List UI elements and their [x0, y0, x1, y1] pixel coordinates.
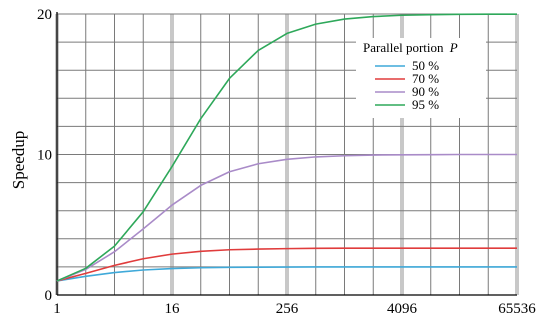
- series-line: [56, 13, 517, 282]
- legend-title-text: Parallel portion: [363, 40, 444, 55]
- legend-entry-label: 90 %: [412, 84, 439, 99]
- chart-series: [56, 13, 517, 282]
- y-tick-label: 0: [45, 288, 53, 304]
- chart-tick-labels: 1 16 256 4096 65536 0 10 20: [37, 7, 536, 317]
- series-line: [56, 266, 517, 282]
- legend-title-variable: P: [449, 40, 458, 55]
- legend-entry-label: 70 %: [412, 71, 439, 86]
- y-axis-title: Speedup: [9, 131, 28, 190]
- legend-entry-label: 50 %: [412, 58, 439, 73]
- x-tick-label: 256: [276, 301, 299, 317]
- series-line: [56, 153, 517, 282]
- legend-entry-label: 95 %: [412, 97, 439, 112]
- x-tick-label: 65536: [498, 301, 536, 317]
- y-tick-label: 20: [37, 7, 52, 23]
- legend-title: Parallel portion P: [363, 40, 458, 55]
- chart-legend: Parallel portion P 50 %70 %90 %95 %: [356, 38, 486, 118]
- x-tick-label: 4096: [387, 301, 418, 317]
- x-tick-label: 16: [165, 301, 181, 317]
- x-tick-label: 1: [53, 301, 61, 317]
- y-tick-label: 10: [37, 148, 52, 164]
- chart-axes: [56, 12, 517, 296]
- series-line: [56, 247, 517, 282]
